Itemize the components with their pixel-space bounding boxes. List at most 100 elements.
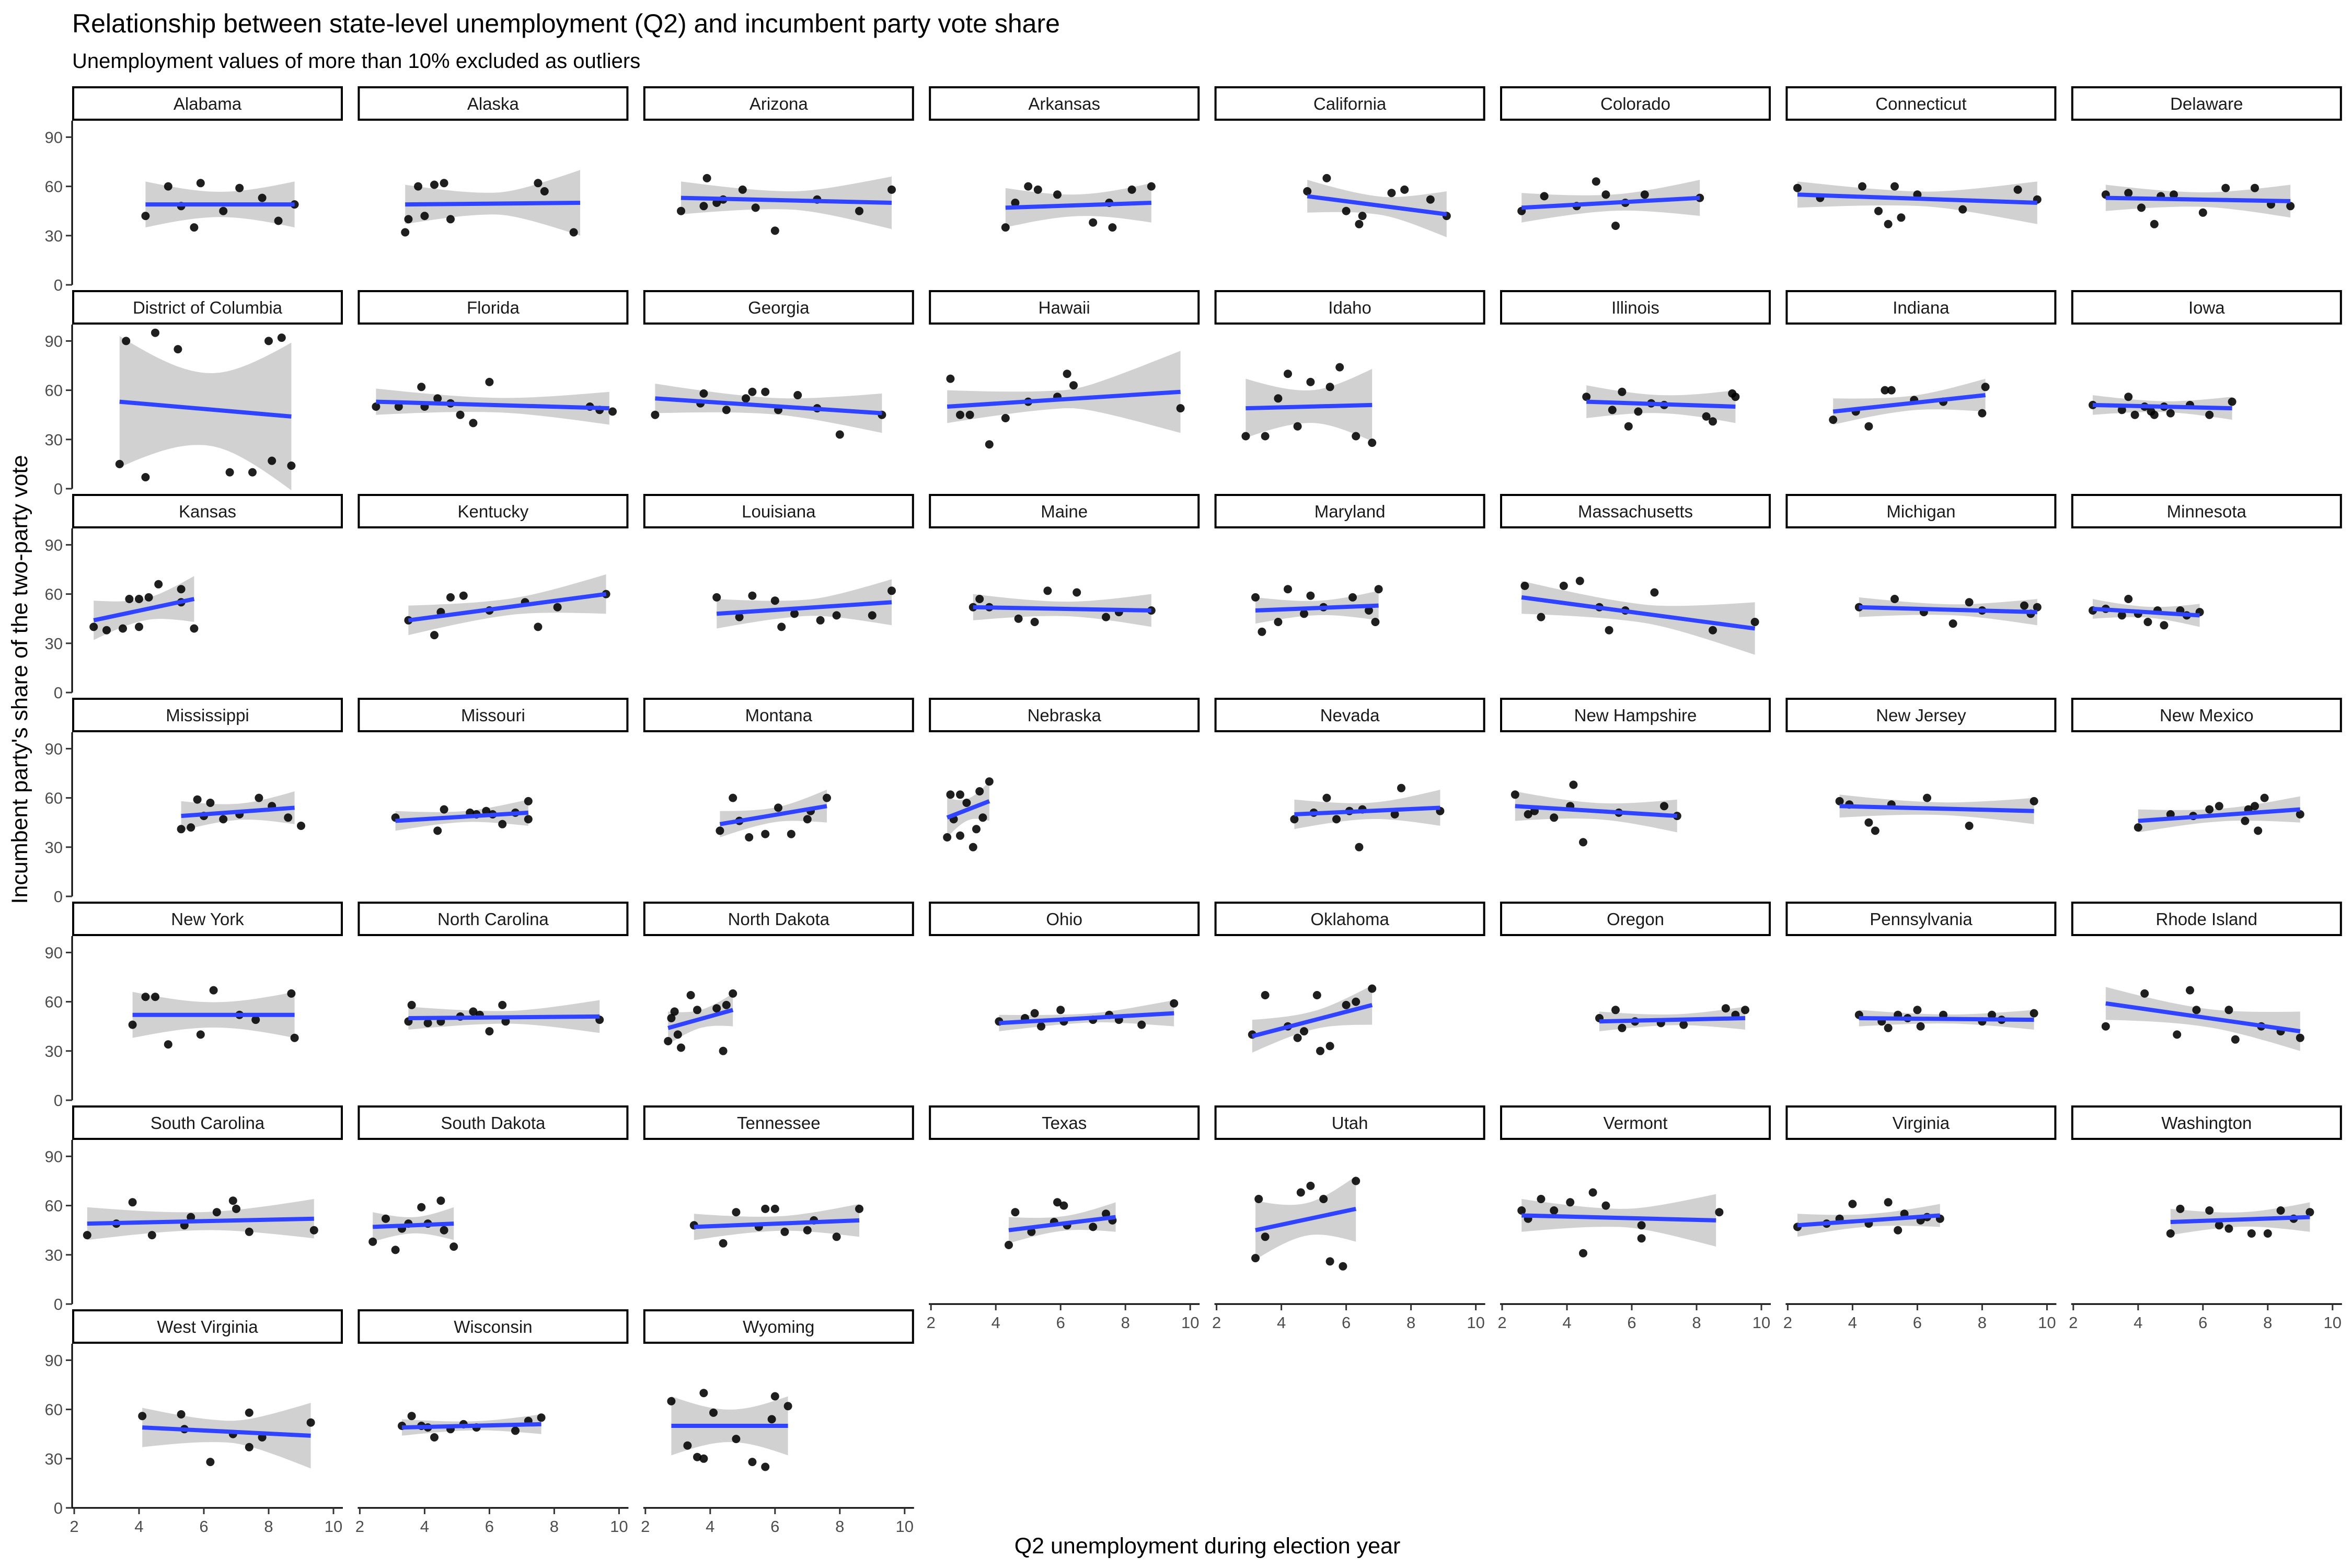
y-tick-label: 60 bbox=[45, 1197, 63, 1215]
panel-oregon: Oregon bbox=[1500, 902, 1771, 1032]
strip-label-iowa: Iowa bbox=[2188, 298, 2225, 317]
strip-label-district-of-columbia: District of Columbia bbox=[133, 298, 283, 317]
strip-maryland bbox=[1214, 494, 1485, 528]
x-tick-label: 2 bbox=[1783, 1313, 1792, 1332]
x-tick-label: 6 bbox=[199, 1517, 208, 1536]
x-tick-label: 4 bbox=[1562, 1313, 1571, 1332]
data-point bbox=[2134, 823, 2142, 832]
data-point bbox=[1261, 1232, 1270, 1241]
confidence-band bbox=[1521, 581, 1755, 655]
data-point bbox=[719, 1239, 728, 1248]
data-point bbox=[832, 611, 841, 620]
data-point bbox=[946, 790, 955, 799]
data-point bbox=[2247, 1229, 2256, 1238]
strip-north-carolina bbox=[358, 902, 629, 936]
data-point bbox=[742, 394, 750, 403]
strip-south-carolina bbox=[72, 1105, 343, 1140]
data-point bbox=[1540, 192, 1549, 201]
data-point bbox=[2305, 1208, 2314, 1217]
data-point bbox=[887, 185, 896, 194]
strip-label-louisiana: Louisiana bbox=[742, 502, 816, 521]
strip-label-new-mexico: New Mexico bbox=[2160, 706, 2254, 725]
panel-arizona: Arizona bbox=[643, 86, 914, 235]
panel-georgia: Georgia bbox=[643, 290, 914, 439]
strip-idaho bbox=[1214, 290, 1485, 325]
data-point bbox=[1274, 618, 1283, 626]
data-point bbox=[1624, 422, 1633, 431]
data-point bbox=[1355, 220, 1364, 228]
data-point bbox=[745, 833, 754, 841]
strip-new-mexico bbox=[2071, 698, 2342, 732]
strip-new-hampshire bbox=[1500, 698, 1771, 732]
data-point bbox=[956, 410, 964, 419]
strip-west-virginia bbox=[72, 1309, 343, 1344]
data-point bbox=[1335, 363, 1344, 372]
data-point bbox=[1569, 780, 1578, 789]
x-tick-label: 4 bbox=[706, 1517, 714, 1536]
data-point bbox=[258, 193, 267, 202]
y-tick-label: 30 bbox=[45, 1246, 63, 1264]
strip-label-ohio: Ohio bbox=[1046, 909, 1082, 929]
data-point bbox=[485, 1027, 494, 1036]
y-tick-label: 90 bbox=[45, 740, 63, 758]
strip-label-michigan: Michigan bbox=[1886, 502, 1955, 521]
strip-texas bbox=[929, 1105, 1200, 1140]
x-tick-label: 2 bbox=[70, 1517, 78, 1536]
x-tick-label: 2 bbox=[641, 1517, 650, 1536]
data-point bbox=[783, 1402, 792, 1411]
data-point bbox=[683, 1441, 692, 1450]
trend-line bbox=[1005, 201, 1151, 210]
data-point bbox=[1325, 1042, 1334, 1051]
data-point bbox=[1871, 826, 1880, 835]
data-point bbox=[1650, 588, 1659, 597]
trend-line bbox=[408, 1014, 600, 1020]
strip-label-indiana: Indiana bbox=[1893, 298, 1950, 317]
data-point bbox=[417, 383, 426, 391]
data-point bbox=[268, 456, 276, 465]
data-point bbox=[823, 793, 831, 802]
data-point bbox=[1884, 1198, 1893, 1207]
data-point bbox=[430, 1433, 439, 1442]
x-tick-label: 4 bbox=[2134, 1313, 2142, 1332]
panel-nevada: Nevada bbox=[1214, 698, 1485, 851]
strip-minnesota bbox=[2071, 494, 2342, 528]
data-point bbox=[1342, 1000, 1351, 1009]
panel-new-mexico: New Mexico bbox=[2071, 698, 2342, 835]
y-tick-label: 90 bbox=[45, 1351, 63, 1369]
trend-line bbox=[681, 195, 892, 205]
data-point bbox=[965, 410, 974, 419]
data-point bbox=[1312, 991, 1321, 999]
data-point bbox=[777, 622, 786, 631]
x-tick-label: 2 bbox=[927, 1313, 936, 1332]
data-point bbox=[1170, 999, 1179, 1008]
data-point bbox=[537, 1413, 546, 1422]
strip-label-mississippi: Mississippi bbox=[166, 706, 249, 725]
panel-florida: Florida bbox=[358, 290, 629, 428]
data-point bbox=[306, 1418, 315, 1427]
x-tick-label: 2 bbox=[1212, 1313, 1221, 1332]
strip-label-alabama: Alabama bbox=[174, 94, 242, 113]
data-point bbox=[154, 580, 163, 589]
panel-minnesota: Minnesota bbox=[2071, 494, 2342, 630]
data-point bbox=[407, 1412, 416, 1421]
strip-south-dakota bbox=[358, 1105, 629, 1140]
data-point bbox=[716, 826, 724, 835]
strip-label-west-virginia: West Virginia bbox=[157, 1317, 258, 1336]
data-point bbox=[729, 793, 737, 802]
confidence-band bbox=[1307, 180, 1447, 237]
data-point bbox=[1634, 407, 1643, 416]
data-point bbox=[391, 1246, 400, 1254]
data-point bbox=[151, 993, 159, 1001]
data-point bbox=[245, 1443, 253, 1451]
strip-label-oklahoma: Oklahoma bbox=[1310, 909, 1389, 929]
data-point bbox=[1582, 393, 1591, 401]
panel-texas: Texas 2 4 6 8 10 bbox=[927, 1105, 1200, 1332]
data-point bbox=[144, 593, 153, 602]
panel-kentucky: Kentucky bbox=[358, 494, 629, 640]
data-point bbox=[1618, 1023, 1627, 1032]
data-point bbox=[1611, 222, 1620, 230]
data-point bbox=[2228, 397, 2236, 406]
data-point bbox=[177, 1410, 186, 1419]
data-point bbox=[1102, 613, 1110, 621]
